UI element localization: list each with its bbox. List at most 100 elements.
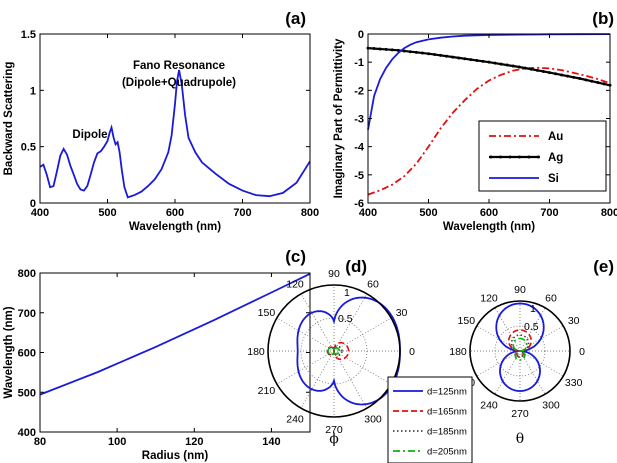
ag-marker bbox=[475, 58, 479, 62]
angle-label: 240 bbox=[286, 414, 304, 426]
y-axis-label: Wavelength (nm) bbox=[3, 306, 15, 398]
ag-marker bbox=[414, 50, 418, 54]
polar-legend-label: d=205nm bbox=[427, 447, 467, 458]
ag-marker bbox=[493, 61, 497, 65]
ag-marker bbox=[535, 68, 539, 72]
legend-marker bbox=[508, 155, 512, 159]
ag-marker bbox=[439, 53, 443, 57]
ag-marker bbox=[511, 64, 515, 68]
radial-tick-label: 0.5 bbox=[524, 321, 539, 333]
x-tick-label: 600 bbox=[480, 207, 498, 219]
ag-marker bbox=[402, 49, 406, 53]
y-tick-label: -1 bbox=[354, 57, 364, 69]
annotation-fano: Fano Resonance bbox=[133, 60, 225, 72]
angle-symbol: ϕ bbox=[329, 431, 339, 447]
polar-series-d=125nm bbox=[296, 296, 401, 406]
angle-label: 150 bbox=[258, 307, 276, 319]
y-axis-label: Backward Scattering bbox=[3, 62, 15, 176]
ag-marker bbox=[378, 47, 382, 51]
y-tick-label: 800 bbox=[18, 268, 36, 280]
series-line-au bbox=[367, 66, 611, 196]
polar-spoke bbox=[519, 350, 546, 395]
ag-marker bbox=[578, 77, 582, 81]
ag-marker bbox=[529, 67, 533, 71]
ag-marker bbox=[469, 58, 473, 62]
y-tick-label: 500 bbox=[18, 387, 36, 399]
polar-spoke bbox=[494, 307, 521, 352]
ag-marker bbox=[445, 54, 449, 58]
angle-label: 180 bbox=[449, 346, 467, 358]
y-tick-label: 1.5 bbox=[21, 29, 36, 41]
panel-label: (d) bbox=[345, 257, 367, 276]
y-tick-label: 0 bbox=[358, 29, 364, 41]
panel-label: (a) bbox=[285, 9, 306, 28]
panel-c: 80 100 120 140 400 500 600 700 800 Radius (nm) Wav… bbox=[3, 247, 311, 462]
x-axis-label: Wavelength (nm) bbox=[443, 221, 535, 233]
y-tick-label: -3 bbox=[354, 114, 364, 126]
polar-legend-label: d=185nm bbox=[427, 427, 467, 438]
x-axis-label: Radius (nm) bbox=[142, 450, 209, 462]
angle-label: 300 bbox=[364, 414, 382, 426]
x-tick-label: 500 bbox=[419, 207, 437, 219]
legend-label-si: Si bbox=[548, 173, 559, 185]
x-tick-label: 600 bbox=[166, 207, 184, 219]
ag-marker bbox=[457, 56, 461, 60]
angle-label: 330 bbox=[565, 377, 583, 389]
radial-tick-label: 0.5 bbox=[338, 313, 353, 325]
angle-label: 270 bbox=[511, 408, 529, 420]
ag-marker bbox=[384, 47, 388, 51]
ag-marker bbox=[572, 75, 576, 79]
y-tick-label: 1 bbox=[30, 85, 36, 97]
ag-marker bbox=[517, 65, 521, 69]
ag-marker bbox=[596, 81, 600, 85]
ag-marker bbox=[541, 69, 545, 73]
y-tick-label: 0 bbox=[30, 198, 36, 210]
ag-marker bbox=[372, 47, 376, 51]
y-axis-label: Imaginary Part of Permittivity bbox=[333, 38, 345, 198]
panel-label: (e) bbox=[593, 257, 614, 276]
y-tick-label: -5 bbox=[354, 170, 364, 182]
ag-marker bbox=[396, 48, 400, 52]
y-tick-label: -4 bbox=[354, 142, 365, 154]
ag-marker bbox=[523, 66, 527, 70]
x-tick-label: 700 bbox=[233, 207, 251, 219]
annotation-dipole-quadrupole: (Dipole+Quadrupole) bbox=[122, 77, 236, 89]
polar-spoke bbox=[476, 350, 521, 377]
x-tick-label: 100 bbox=[108, 436, 126, 448]
ag-marker bbox=[590, 79, 594, 83]
angle-label: 150 bbox=[458, 315, 476, 327]
polar-spoke bbox=[519, 350, 564, 377]
ag-marker bbox=[499, 62, 503, 66]
x-tick-label: 800 bbox=[301, 207, 319, 219]
y-tick-label: 400 bbox=[18, 427, 36, 439]
x-axis-label: Wavelength (nm) bbox=[129, 221, 221, 233]
x-tick-label: 500 bbox=[98, 207, 116, 219]
panel-a: 400 500 600 700 800 0 0.5 1 1.5 Wavelength (nm) Ba… bbox=[3, 9, 319, 233]
angle-label: 120 bbox=[286, 278, 304, 290]
legend-marker bbox=[489, 155, 493, 159]
ag-marker bbox=[481, 59, 485, 63]
angle-label: 270 bbox=[325, 424, 343, 436]
angle-label: 0 bbox=[579, 346, 585, 358]
ag-marker bbox=[487, 60, 491, 64]
angle-label: 240 bbox=[480, 400, 498, 412]
polar-grid-ring bbox=[494, 325, 546, 377]
series-line-0 bbox=[39, 69, 311, 199]
ag-marker bbox=[463, 57, 467, 61]
ag-marker bbox=[584, 78, 588, 82]
ag-marker bbox=[451, 55, 455, 59]
polar-legend-label: d=165nm bbox=[427, 407, 467, 418]
x-tick-label: 400 bbox=[359, 207, 377, 219]
y-tick-label: 700 bbox=[18, 308, 36, 320]
ag-marker bbox=[433, 53, 437, 57]
x-tick-label: 140 bbox=[262, 436, 280, 448]
polar-spoke bbox=[333, 350, 392, 385]
ag-marker bbox=[602, 82, 606, 86]
legend-label-ag: Ag bbox=[548, 152, 563, 164]
panel-label: (c) bbox=[285, 247, 306, 266]
radial-tick-label: 1 bbox=[344, 287, 350, 299]
x-tick-label: 700 bbox=[540, 207, 558, 219]
legend: Au Ag Si bbox=[478, 120, 607, 192]
panel-e: 03060901201501802102402703003300.51θ(e) bbox=[449, 257, 614, 447]
